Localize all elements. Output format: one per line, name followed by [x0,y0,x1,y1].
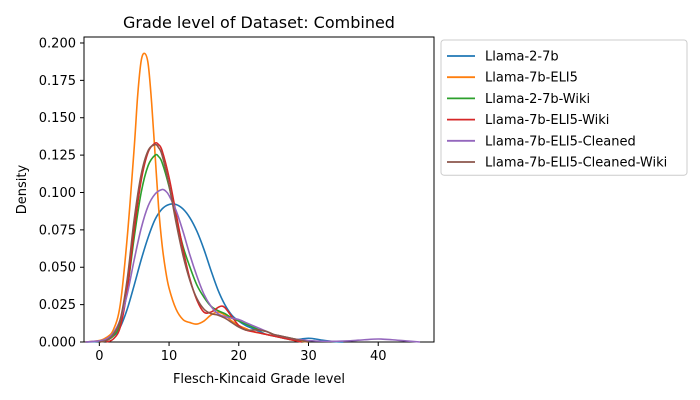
y-tick-label: 0.050 [39,261,76,276]
plot-area [83,36,435,343]
legend-label: Llama-7b-ELI5 [485,71,578,86]
x-tick-label: 40 [370,349,387,364]
legend-label: Llama-7b-ELI5-Cleaned-Wiki [485,156,667,171]
series-lines [85,52,421,343]
x-axis-label: Flesch-Kincaid Grade level [173,372,345,387]
x-tick-label: 20 [231,349,248,364]
y-axis: 0.000 0.025 0.050 0.075 0.100 0.125 0.150 0.175… [39,36,84,351]
x-tick-label: 30 [300,349,317,364]
y-tick-label: 0.200 [39,36,76,51]
series-line-0 [85,203,344,343]
legend: Llama-2-7b Llama-7b-ELI5 Llama-2-7b-Wiki Ll… [440,39,688,176]
y-tick-label: 0.125 [39,149,76,164]
y-tick-label: 0.000 [39,336,76,351]
y-tick-label: 0.150 [39,111,76,126]
legend-label: Llama-2-7b [485,50,559,65]
y-axis-label: Density [15,164,30,214]
chart-title: Grade level of Dataset: Combined [123,13,395,32]
series-line-4 [85,188,421,343]
legend-box [440,39,688,176]
legend-label: Llama-7b-ELI5-Wiki [485,113,609,128]
y-tick-label: 0.175 [39,74,76,89]
series-line-5 [99,143,309,343]
x-axis: 0 10 20 30 40 [95,342,386,364]
series-line-3 [105,141,302,343]
legend-label: Llama-7b-ELI5-Cleaned [485,134,636,149]
y-tick-label: 0.075 [39,223,76,238]
x-tick-label: 10 [161,349,178,364]
x-tick-label: 0 [95,349,103,364]
legend-label: Llama-2-7b-Wiki [485,92,590,107]
y-tick-label: 0.025 [39,298,76,313]
y-tick-label: 0.100 [39,186,76,201]
